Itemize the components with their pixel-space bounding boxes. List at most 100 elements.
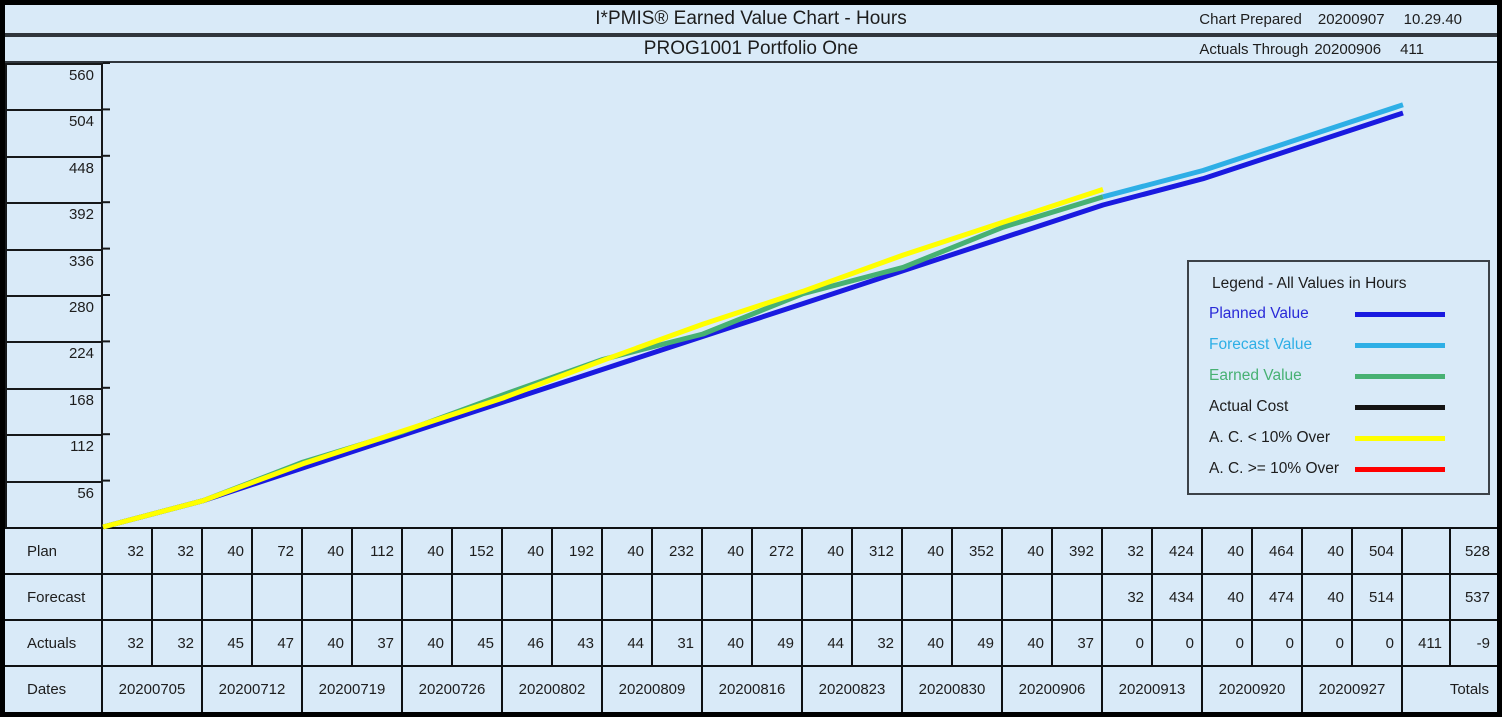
value-cell: 47 bbox=[253, 621, 301, 665]
value-cell: 312 bbox=[853, 529, 901, 573]
value-cell bbox=[903, 575, 951, 619]
date-cell: 20200719 bbox=[303, 667, 401, 712]
value-cell: 40 bbox=[203, 529, 251, 573]
value-cell: 49 bbox=[953, 621, 1001, 665]
chart-prepared-label: Chart Prepared bbox=[1199, 10, 1302, 28]
actuals-through-value: 411 bbox=[1400, 40, 1424, 58]
value-cell bbox=[453, 575, 501, 619]
y-axis-label: 560 bbox=[5, 63, 103, 112]
value-cell: 44 bbox=[803, 621, 851, 665]
y-axis: 560 504 448 392 336 280 224 168 112 56 bbox=[5, 63, 103, 529]
value-cell bbox=[603, 575, 651, 619]
date-cell: 20200726 bbox=[403, 667, 501, 712]
ac-under-10-line-swatch bbox=[1355, 435, 1445, 441]
table-row-actuals: Actuals 32 32 45 47 40 37 40 45 46 43 44 31 40 49 44 32 4… bbox=[5, 621, 1497, 665]
totals-cell: 537 bbox=[1451, 575, 1497, 619]
value-cell: 152 bbox=[453, 529, 501, 573]
row-label: Forecast bbox=[5, 575, 101, 619]
y-axis-label: 392 bbox=[5, 202, 103, 251]
actuals-through-date: 20200906 bbox=[1314, 40, 1382, 58]
values-table: Plan 32 32 40 72 40 112 40 152 40 192 40 232 40 272 40 3… bbox=[5, 527, 1497, 712]
totals-cell bbox=[1403, 575, 1449, 619]
legend-item-earned-value: Earned Value bbox=[1209, 365, 1445, 387]
value-cell bbox=[103, 575, 151, 619]
earned-value-line-swatch bbox=[1355, 373, 1445, 379]
totals-cell: 528 bbox=[1451, 529, 1497, 573]
date-cell: 20200830 bbox=[903, 667, 1001, 712]
value-cell: 40 bbox=[703, 529, 751, 573]
value-cell: 40 bbox=[1303, 529, 1351, 573]
totals-cell: 411 bbox=[1403, 621, 1449, 665]
legend-title: Legend - All Values in Hours bbox=[1212, 275, 1407, 292]
value-cell: 434 bbox=[1153, 575, 1201, 619]
y-axis-label: 448 bbox=[5, 155, 103, 205]
date-cell: 20200913 bbox=[1103, 667, 1201, 712]
date-cell: 20200712 bbox=[203, 667, 301, 712]
value-cell: 40 bbox=[1203, 529, 1251, 573]
value-cell: 32 bbox=[853, 621, 901, 665]
date-cell: 20200802 bbox=[503, 667, 601, 712]
totals-cell: -9 bbox=[1451, 621, 1497, 665]
y-axis-label: 112 bbox=[5, 434, 103, 483]
chart-prepared-time: 10.29.40 bbox=[1403, 10, 1462, 28]
value-cell: 72 bbox=[253, 529, 301, 573]
value-cell: 40 bbox=[903, 621, 951, 665]
actual-cost-line-swatch bbox=[1355, 404, 1445, 410]
y-axis-label: 224 bbox=[5, 341, 103, 390]
table-row-dates: Dates 20200705 20200712 20200719 20200726 202… bbox=[5, 667, 1497, 712]
date-cell: 20200705 bbox=[103, 667, 201, 712]
value-cell: 40 bbox=[403, 529, 451, 573]
value-cell: 0 bbox=[1253, 621, 1301, 665]
value-cell: 32 bbox=[103, 621, 151, 665]
value-cell: 40 bbox=[1003, 529, 1051, 573]
value-cell: 31 bbox=[653, 621, 701, 665]
totals-cell bbox=[1403, 529, 1449, 573]
y-axis-label: 168 bbox=[5, 387, 103, 437]
value-cell: 192 bbox=[553, 529, 601, 573]
value-cell bbox=[753, 575, 801, 619]
legend-item-planned-value: Planned Value bbox=[1209, 303, 1445, 325]
value-cell bbox=[803, 575, 851, 619]
value-cell: 40 bbox=[503, 529, 551, 573]
value-cell: 45 bbox=[203, 621, 251, 665]
value-cell: 424 bbox=[1153, 529, 1201, 573]
value-cell: 40 bbox=[303, 529, 351, 573]
value-cell bbox=[653, 575, 701, 619]
value-cell: 514 bbox=[1353, 575, 1401, 619]
value-cell: 40 bbox=[1003, 621, 1051, 665]
table-row-forecast: Forecast 32 434 40 474 40 514 537 bbox=[5, 575, 1497, 619]
header-row-2: PROG1001 Portfolio One Actuals Through 2… bbox=[5, 37, 1497, 63]
value-cell: 45 bbox=[453, 621, 501, 665]
value-cell bbox=[1053, 575, 1101, 619]
value-cell: 0 bbox=[1203, 621, 1251, 665]
value-cell: 40 bbox=[1203, 575, 1251, 619]
date-cell: 20200920 bbox=[1203, 667, 1301, 712]
value-cell: 32 bbox=[1103, 529, 1151, 573]
value-cell: 352 bbox=[953, 529, 1001, 573]
date-cell: 20200906 bbox=[1003, 667, 1101, 712]
chart-prepared-date: 20200907 bbox=[1317, 10, 1385, 28]
value-cell: 40 bbox=[303, 621, 351, 665]
value-cell: 40 bbox=[403, 621, 451, 665]
value-cell bbox=[853, 575, 901, 619]
value-cell: 474 bbox=[1253, 575, 1301, 619]
value-cell bbox=[153, 575, 201, 619]
value-cell: 37 bbox=[353, 621, 401, 665]
value-cell bbox=[303, 575, 351, 619]
y-axis-label: 56 bbox=[5, 480, 103, 529]
value-cell: 32 bbox=[103, 529, 151, 573]
date-cell: 20200823 bbox=[803, 667, 901, 712]
date-cell: 20200816 bbox=[703, 667, 801, 712]
value-cell: 49 bbox=[753, 621, 801, 665]
forecast-value-line-swatch bbox=[1355, 342, 1445, 348]
value-cell: 43 bbox=[553, 621, 601, 665]
y-axis-label: 336 bbox=[5, 248, 103, 297]
value-cell bbox=[1003, 575, 1051, 619]
value-cell: 272 bbox=[753, 529, 801, 573]
value-cell: 40 bbox=[1303, 575, 1351, 619]
value-cell: 0 bbox=[1303, 621, 1351, 665]
row-label: Plan bbox=[5, 529, 101, 573]
value-cell bbox=[353, 575, 401, 619]
value-cell bbox=[703, 575, 751, 619]
